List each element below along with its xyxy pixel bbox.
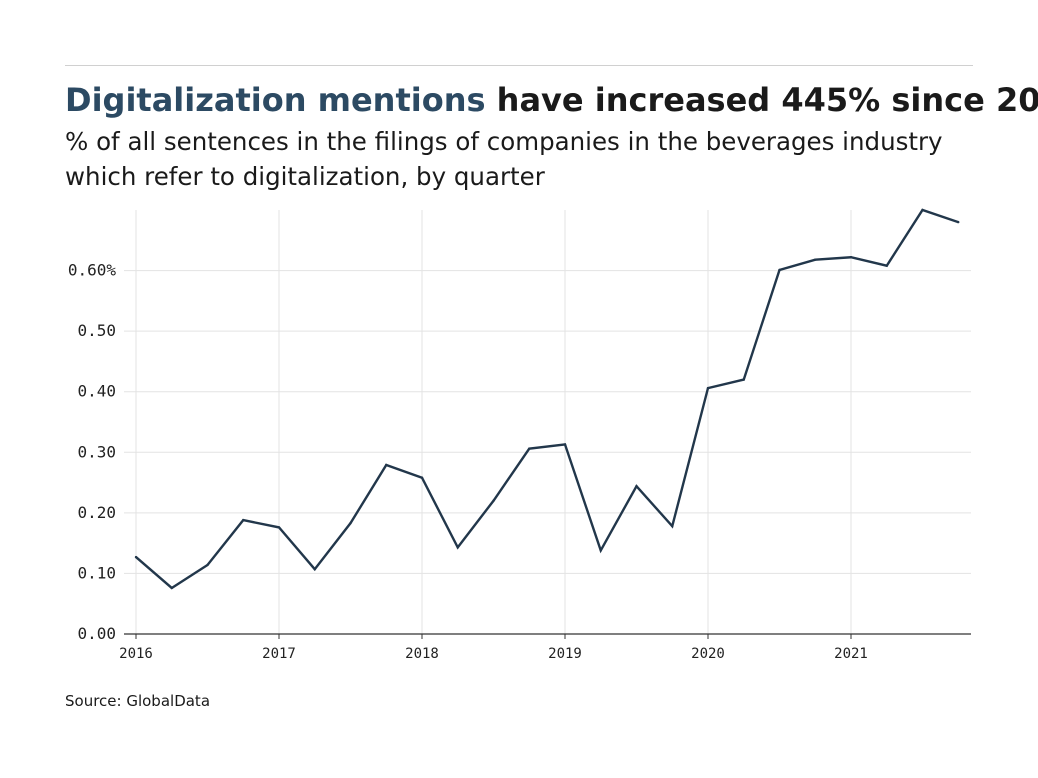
data-point [778, 268, 781, 272]
y-tick-label: 0.40 [77, 382, 116, 401]
chart-subtitle: % of all sentences in the filings of com… [65, 127, 943, 191]
y-tick-label: 0.30 [77, 442, 116, 461]
data-point [885, 264, 888, 267]
data-point [742, 378, 745, 381]
title-rest: have increased 445% since 2016 [485, 81, 1038, 119]
series-line [135, 208, 959, 590]
data-point [277, 526, 281, 529]
data-point [420, 476, 424, 479]
data-point [134, 555, 138, 559]
data-point [528, 447, 531, 450]
data-point [599, 549, 602, 552]
data-point [206, 563, 209, 567]
source-note: Source: GlobalData [65, 692, 211, 710]
data-point [814, 258, 817, 261]
data-point [563, 443, 567, 446]
data-point [456, 546, 459, 549]
y-tick-label: 0.20 [77, 503, 116, 522]
data-point [671, 524, 674, 528]
data-point [349, 521, 352, 525]
data-point [635, 485, 638, 488]
data-point [492, 499, 495, 502]
data-point [313, 567, 316, 571]
data-point [170, 586, 173, 590]
title-highlight: Digitalization mentions [65, 81, 486, 119]
x-tick-label: 2021 [834, 646, 868, 662]
x-tick-label: 2017 [262, 646, 296, 662]
data-point [849, 256, 853, 259]
y-tick-label: 0.10 [77, 563, 116, 582]
data-point [957, 220, 960, 224]
data-point [385, 463, 388, 467]
x-tick-label: 2018 [405, 646, 439, 662]
y-tick-label: 0.60% [68, 261, 117, 280]
x-tick-label: 2019 [548, 646, 582, 662]
x-tick-label: 2016 [119, 646, 153, 662]
y-tick-label: 0.00 [77, 624, 116, 643]
y-tick-label: 0.50 [77, 321, 116, 340]
x-tick-label: 2020 [691, 646, 725, 662]
chart-title: Digitalization mentions have increased 4… [65, 78, 1038, 122]
line-chart: 0.00 0.10 0.20 0.30 0.40 0.50 0.60% 2016 2017 201… [68, 208, 971, 662]
top-rule [65, 65, 973, 66]
data-point [242, 518, 245, 522]
data-point [921, 208, 924, 212]
data-point [706, 386, 710, 390]
